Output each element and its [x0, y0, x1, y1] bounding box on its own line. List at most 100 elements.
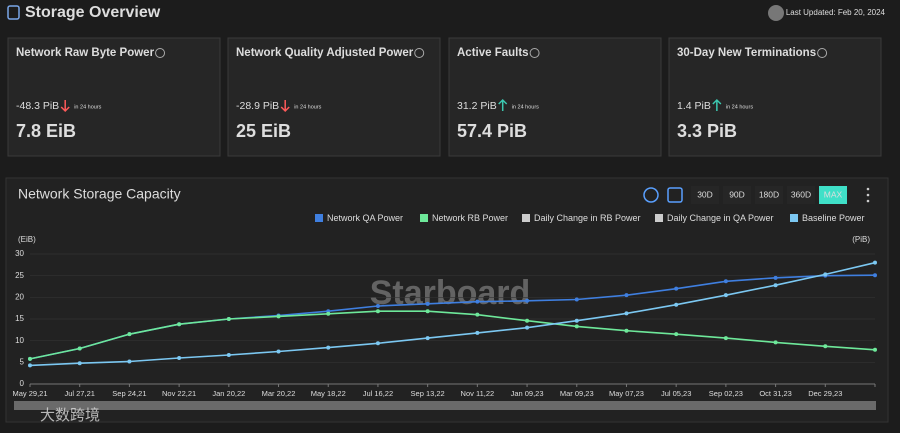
page-title: Storage Overview [25, 4, 161, 21]
x-tick-label: May 29,21 [12, 389, 47, 398]
card-change: 31.2 PiB [457, 100, 497, 112]
legend-label: Network RB Power [432, 213, 508, 223]
card-period: in 24 hours [512, 104, 539, 110]
corner-watermark: 大数跨境 [40, 406, 100, 424]
legend-label: Daily Change in RB Power [534, 213, 641, 223]
data-point [28, 363, 32, 368]
data-point [475, 299, 480, 304]
x-tick-label: Sep 13,22 [411, 389, 445, 398]
card-value: 7.8 EiB [16, 121, 76, 141]
data-point [574, 297, 579, 302]
y-tick-label: 30 [15, 249, 24, 258]
card [668, 37, 882, 157]
x-tick-label: Jul 16,22 [363, 389, 393, 398]
arrow-down [280, 100, 290, 113]
legend-swatch[interactable] [420, 214, 428, 222]
data-point [823, 272, 828, 277]
series-line [29, 261, 876, 367]
calendar-button[interactable] [667, 187, 683, 203]
data-point [525, 325, 530, 330]
x-tick-label: Oct 31,23 [759, 389, 792, 398]
legend-swatch[interactable] [315, 214, 323, 222]
card-change: 1.4 PiB [677, 100, 711, 112]
menu-button-dot [866, 193, 870, 197]
x-tick-label: May 18,22 [311, 389, 346, 398]
data-point [276, 349, 281, 354]
data-point [574, 324, 579, 329]
data-point [624, 328, 629, 333]
data-point [226, 317, 231, 321]
range-button[interactable] [819, 186, 847, 204]
data-point [525, 318, 530, 323]
storage-icon [7, 5, 20, 20]
data-point [823, 344, 828, 349]
data-point [375, 304, 380, 308]
data-point [723, 336, 728, 341]
legend-swatch[interactable] [790, 214, 798, 222]
data-point [773, 340, 778, 345]
legend-swatch[interactable] [655, 214, 663, 222]
x-tick-label: Sep 24,21 [112, 389, 146, 398]
card-period: in 24 hours [294, 104, 321, 110]
series-line [29, 310, 876, 360]
info-icon [817, 48, 828, 58]
y-tick-label: 25 [15, 271, 24, 280]
y-tick-label: 15 [15, 314, 24, 323]
chart-title: Network Storage Capacity [18, 186, 181, 202]
data-point [723, 279, 728, 284]
range-button[interactable] [787, 186, 815, 204]
legend-label: Baseline Power [802, 213, 865, 223]
x-tick-label: Sep 02,23 [709, 389, 743, 398]
scrollbar[interactable] [14, 401, 876, 410]
legend-swatch[interactable] [522, 214, 530, 222]
x-tick-label: Nov 22,21 [162, 389, 196, 398]
menu-button[interactable] [866, 187, 870, 191]
data-point [574, 318, 579, 323]
data-point [624, 293, 629, 298]
data-point [475, 312, 480, 317]
x-tick-label: Dec 29,23 [808, 389, 842, 398]
data-point [475, 330, 480, 335]
last-updated: Last Updated: Feb 20, 2024 [786, 8, 886, 17]
card-value: 25 EiB [236, 121, 291, 141]
card-period: in 24 hours [726, 104, 753, 110]
data-point [326, 311, 331, 316]
data-point [425, 309, 430, 314]
info-icon [155, 48, 166, 58]
arrow-up [498, 98, 508, 111]
data-point [177, 356, 182, 360]
range-button-label: 180D [759, 189, 779, 199]
clock-icon [768, 5, 784, 21]
data-point [326, 345, 331, 350]
card-period: in 24 hours [74, 104, 101, 110]
y-tick-label: 5 [20, 357, 25, 366]
data-point [723, 293, 728, 298]
info-button[interactable] [643, 187, 659, 203]
range-button-label: MAX [824, 189, 843, 199]
data-point [873, 260, 877, 265]
info-icon [414, 48, 425, 58]
data-point [77, 346, 82, 351]
range-button[interactable] [723, 186, 751, 204]
x-tick-label: Jan 09,23 [511, 389, 544, 398]
card-change: -48.3 PiB [16, 100, 59, 112]
x-tick-label: Mar 20,22 [262, 389, 296, 398]
y2-axis-label: (PiB) [852, 235, 870, 244]
card [7, 37, 221, 157]
y-tick-label: 20 [15, 292, 24, 301]
range-button-label: 90D [729, 189, 745, 199]
data-point [28, 356, 32, 361]
range-button[interactable] [755, 186, 783, 204]
data-point [425, 336, 430, 341]
card-title: 30-Day New Terminations [677, 47, 816, 59]
range-button[interactable] [691, 186, 719, 204]
card-title: Network Raw Byte Power [16, 47, 155, 59]
data-point [873, 273, 877, 278]
x-tick-label: Nov 11,22 [461, 389, 495, 398]
data-point [77, 361, 82, 366]
x-tick-label: Jan 20,22 [212, 389, 245, 398]
x-tick-label: Mar 09,23 [560, 389, 594, 398]
legend-label: Network QA Power [327, 213, 403, 223]
